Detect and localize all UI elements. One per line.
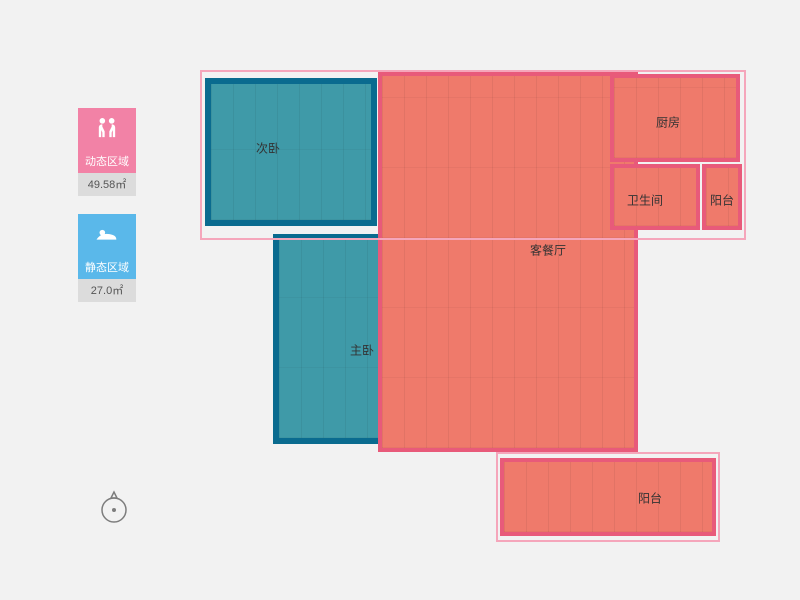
- compass-svg: [96, 490, 132, 526]
- legend-static-title: 静态区域: [78, 256, 136, 279]
- legend-static: 静态区域 27.0㎡: [78, 214, 136, 302]
- room-master_bedroom: [273, 234, 469, 444]
- room-label-master_bedroom: 主卧: [350, 342, 374, 359]
- plan-outline-1: [496, 452, 720, 542]
- legend-panel: 动态区域 49.58㎡ 静态区域 27.0㎡: [78, 108, 148, 320]
- people-icon: [78, 108, 136, 150]
- room-label-secondary_bedroom: 次卧: [256, 140, 280, 157]
- sleep-icon-svg: [93, 221, 121, 249]
- sleep-icon: [78, 214, 136, 256]
- plan-outline-0: [200, 70, 746, 240]
- legend-dynamic: 动态区域 49.58㎡: [78, 108, 136, 196]
- room-label-living_dining: 客餐厅: [530, 242, 566, 259]
- room-balcony_small: [702, 164, 742, 230]
- room-secondary_bedroom: [205, 78, 377, 226]
- room-kitchen: [610, 74, 740, 162]
- room-label-kitchen: 厨房: [656, 114, 680, 131]
- compass-icon: [96, 490, 132, 526]
- legend-dynamic-value: 49.58㎡: [78, 173, 136, 196]
- room-living_dining: [378, 72, 638, 452]
- room-bathroom: [610, 164, 700, 230]
- room-balcony_bottom: [500, 458, 716, 536]
- legend-static-value: 27.0㎡: [78, 279, 136, 302]
- room-label-balcony_bottom: 阳台: [638, 490, 662, 507]
- room-label-balcony_small: 阳台: [710, 192, 734, 209]
- people-icon-svg: [93, 115, 121, 143]
- legend-dynamic-title: 动态区域: [78, 150, 136, 173]
- room-label-bathroom: 卫生间: [627, 192, 663, 209]
